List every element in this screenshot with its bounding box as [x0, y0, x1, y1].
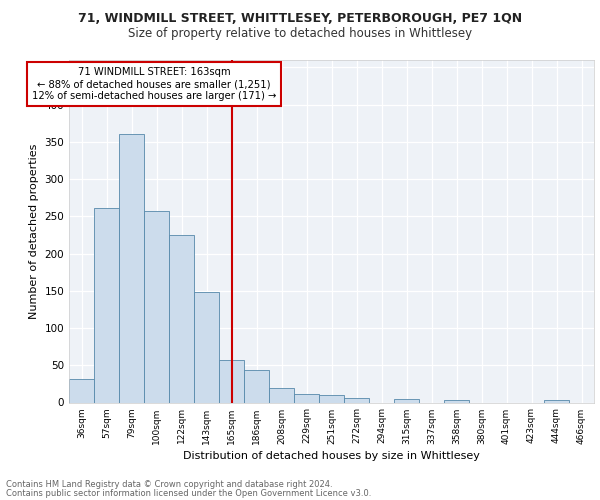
- Bar: [269, 388, 294, 402]
- Bar: [294, 394, 319, 402]
- Bar: [219, 360, 244, 403]
- Bar: [394, 399, 419, 402]
- Bar: [194, 292, 219, 403]
- Text: Contains HM Land Registry data © Crown copyright and database right 2024.: Contains HM Land Registry data © Crown c…: [6, 480, 332, 489]
- Text: Size of property relative to detached houses in Whittlesey: Size of property relative to detached ho…: [128, 28, 472, 40]
- Text: Contains public sector information licensed under the Open Government Licence v3: Contains public sector information licen…: [6, 488, 371, 498]
- Bar: [119, 134, 144, 402]
- Bar: [169, 235, 194, 402]
- Text: 71 WINDMILL STREET: 163sqm
← 88% of detached houses are smaller (1,251)
12% of s: 71 WINDMILL STREET: 163sqm ← 88% of deta…: [32, 68, 276, 100]
- X-axis label: Distribution of detached houses by size in Whittlesey: Distribution of detached houses by size …: [183, 450, 480, 460]
- Bar: [444, 400, 469, 402]
- Bar: [144, 211, 169, 402]
- Text: 71, WINDMILL STREET, WHITTLESEY, PETERBOROUGH, PE7 1QN: 71, WINDMILL STREET, WHITTLESEY, PETERBO…: [78, 12, 522, 26]
- Bar: [344, 398, 369, 402]
- Y-axis label: Number of detached properties: Number of detached properties: [29, 144, 39, 319]
- Bar: [244, 370, 269, 402]
- Bar: [544, 400, 569, 402]
- Bar: [94, 208, 119, 402]
- Bar: [69, 378, 94, 402]
- Bar: [319, 395, 344, 402]
